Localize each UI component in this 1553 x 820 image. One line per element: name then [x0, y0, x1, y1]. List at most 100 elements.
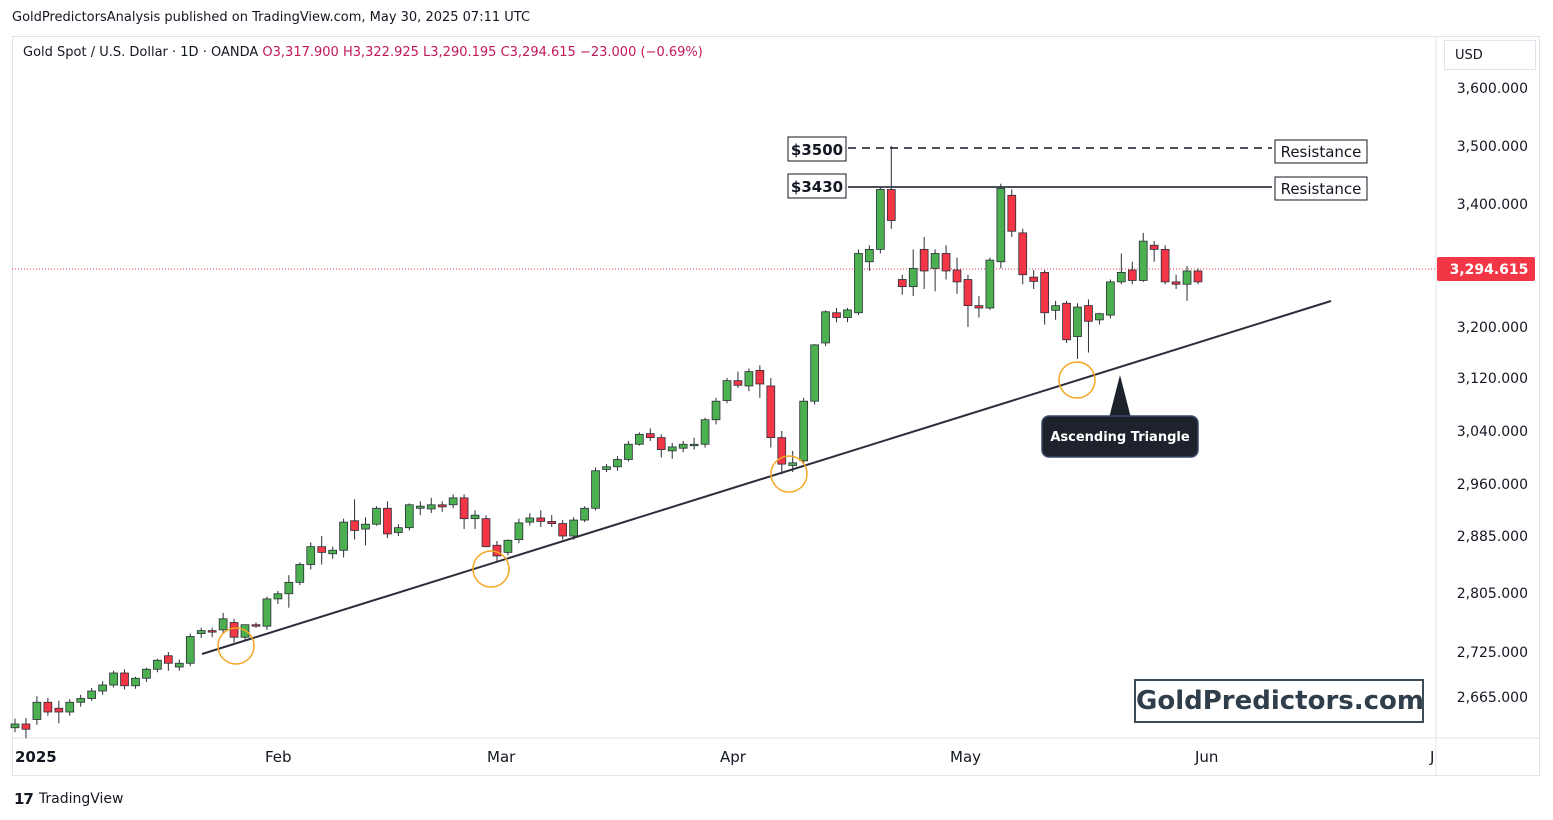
candle-body[interactable] [251, 624, 261, 627]
candle-body[interactable] [700, 419, 710, 445]
candle-body[interactable] [503, 539, 513, 553]
candle-body[interactable] [602, 466, 611, 470]
candle-body[interactable] [777, 437, 787, 465]
candle-body[interactable] [437, 504, 447, 508]
candle-body[interactable] [525, 517, 535, 523]
candle-body[interactable] [722, 380, 732, 401]
candle-body[interactable] [10, 723, 20, 729]
candle-body[interactable] [624, 443, 633, 460]
candle-body[interactable] [54, 707, 64, 713]
candle-body[interactable] [645, 433, 655, 439]
candle-body[interactable] [843, 309, 852, 318]
candle-body[interactable] [678, 443, 688, 449]
candle-body[interactable] [886, 189, 896, 221]
candle-body[interactable] [1040, 271, 1049, 314]
candle-body[interactable] [295, 564, 305, 583]
candle-body[interactable] [448, 497, 458, 506]
candle-body[interactable] [1095, 313, 1104, 321]
candle-body[interactable] [481, 518, 491, 548]
candle-body[interactable] [974, 305, 984, 309]
tradingview-logo[interactable]: 17 TradingView [14, 790, 123, 808]
candle-body[interactable] [1106, 281, 1115, 316]
candle-body[interactable] [1160, 248, 1170, 283]
candle-body[interactable] [76, 698, 86, 703]
candle-body[interactable] [120, 672, 129, 687]
candle-body[interactable] [810, 344, 819, 402]
candle-body[interactable] [426, 504, 436, 510]
candle-body[interactable] [1051, 305, 1060, 311]
pattern-callout-box[interactable] [1041, 415, 1199, 458]
candle-body[interactable] [865, 248, 874, 263]
candle-body[interactable] [1018, 232, 1028, 276]
currency-label[interactable]: USD [1444, 40, 1536, 70]
candle-body[interactable] [273, 593, 283, 600]
candle-body[interactable] [952, 269, 962, 283]
candle-body[interactable] [383, 507, 392, 535]
candle-body[interactable] [207, 630, 217, 633]
candle-body[interactable] [580, 507, 589, 521]
candle-body[interactable] [1138, 240, 1148, 281]
candle-body[interactable] [185, 636, 195, 664]
candle-body[interactable] [963, 279, 973, 307]
candle-body[interactable] [98, 684, 107, 692]
candle-body[interactable] [131, 677, 140, 687]
candle-body[interactable] [218, 618, 228, 631]
candle-body[interactable] [667, 446, 677, 452]
time-axis[interactable]: 2025 Feb Mar Apr May Jun J [15, 748, 1434, 766]
candle-body[interactable] [284, 581, 294, 595]
candle-body[interactable] [514, 522, 524, 540]
candle-body[interactable] [908, 267, 918, 288]
candle-body[interactable] [328, 549, 338, 555]
candle-body[interactable] [1073, 306, 1082, 337]
candle-body[interactable] [404, 504, 414, 529]
candle-body[interactable] [65, 701, 75, 713]
candle-body[interactable] [788, 462, 798, 466]
candle-body[interactable] [897, 279, 907, 288]
candle-body[interactable] [153, 659, 162, 670]
candle-body[interactable] [164, 655, 173, 664]
candle-body[interactable] [854, 253, 863, 314]
candle-body[interactable] [613, 459, 622, 468]
candle-body[interactable] [711, 400, 721, 421]
candle-body[interactable] [21, 723, 31, 730]
candle-body[interactable] [1193, 270, 1203, 283]
candle-body[interactable] [766, 385, 776, 439]
candle-body[interactable] [1182, 270, 1192, 285]
candle-body[interactable] [547, 521, 557, 524]
candle-body[interactable] [1029, 276, 1039, 282]
candle-body[interactable] [919, 248, 929, 272]
resistance-label-2[interactable]: Resistance [1281, 180, 1362, 198]
candle-body[interactable] [174, 662, 184, 668]
candle-body[interactable] [755, 369, 765, 385]
candle-body[interactable] [415, 505, 425, 509]
candle-body[interactable] [1062, 302, 1071, 341]
candle-body[interactable] [1149, 244, 1159, 250]
level-3500-label[interactable]: $3500 [791, 141, 843, 159]
level-3430-label[interactable]: $3430 [791, 178, 843, 196]
candle-body[interactable] [821, 311, 830, 344]
candle-body[interactable] [109, 672, 118, 686]
candle-body[interactable] [142, 668, 151, 679]
candle-body[interactable] [875, 189, 885, 250]
candle-body[interactable] [87, 690, 97, 699]
price-axis[interactable]: 3,600.0003,500.0003,400.0003,320.0003,20… [1457, 81, 1528, 706]
candle-body[interactable] [306, 546, 316, 565]
candle-body[interactable] [229, 622, 239, 638]
candle-body[interactable] [1084, 305, 1093, 322]
candle-body[interactable] [985, 259, 995, 309]
candle-body[interactable] [656, 437, 666, 450]
candle-body[interactable] [591, 470, 600, 509]
candle-body[interactable] [196, 630, 206, 634]
candle-body[interactable] [394, 527, 403, 533]
candle-body[interactable] [536, 517, 546, 522]
candle-body[interactable] [32, 701, 42, 720]
candle-body[interactable] [832, 312, 841, 318]
candle-body[interactable] [558, 523, 568, 537]
candle-body[interactable] [350, 520, 359, 531]
candle-body[interactable] [733, 380, 743, 386]
candle-body[interactable] [996, 187, 1006, 263]
candle-body[interactable] [799, 400, 809, 462]
candle-body[interactable] [635, 433, 644, 445]
symbol-name[interactable]: Gold Spot / U.S. Dollar · 1D · OANDA [23, 45, 259, 60]
